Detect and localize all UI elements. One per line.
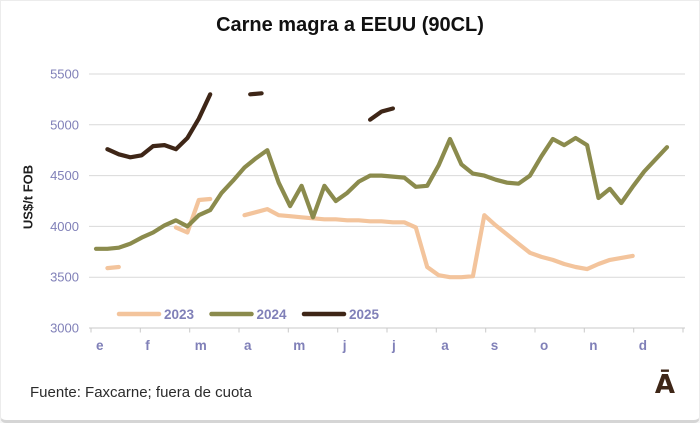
month-label-5: m — [293, 338, 305, 353]
month-label-10: o — [540, 338, 548, 353]
series-line-2025 — [105, 92, 213, 160]
y-tick-label: 3000 — [50, 321, 79, 336]
y-tick-label: 5000 — [50, 117, 79, 132]
month-label-4: a — [244, 338, 252, 353]
y-tick-label: 5500 — [50, 67, 79, 82]
month-label-11: n — [589, 338, 597, 353]
legend-label-2025: 2025 — [349, 307, 380, 322]
month-label-8: a — [441, 338, 449, 353]
series-line-2025 — [368, 106, 395, 122]
legend-label-2023: 2023 — [164, 307, 195, 322]
y-tick-label: 4000 — [50, 219, 79, 234]
month-label-1: e — [96, 338, 104, 353]
chart-title: Carne magra a EEUU (90CL) — [216, 14, 484, 36]
series-line-2025 — [248, 91, 264, 97]
brand-logo: Ā — [654, 370, 675, 400]
legend-label-2024: 2024 — [257, 307, 288, 322]
y-tick-label: 3500 — [50, 270, 79, 285]
y-tick-label: 4500 — [50, 168, 79, 183]
month-label-12: d — [639, 338, 647, 353]
month-label-3: m — [195, 338, 207, 353]
source-note: Fuente: Faxcarne; fuera de cuota — [30, 384, 252, 401]
month-label-9: s — [491, 338, 499, 353]
series-line-2023 — [242, 207, 635, 280]
series-line-2023 — [173, 196, 213, 235]
month-label-2: f — [145, 338, 150, 353]
series-line-2023 — [105, 264, 121, 271]
month-label-6: j — [342, 338, 347, 353]
series-line-2024 — [93, 135, 670, 251]
month-label-7: j — [391, 338, 396, 353]
